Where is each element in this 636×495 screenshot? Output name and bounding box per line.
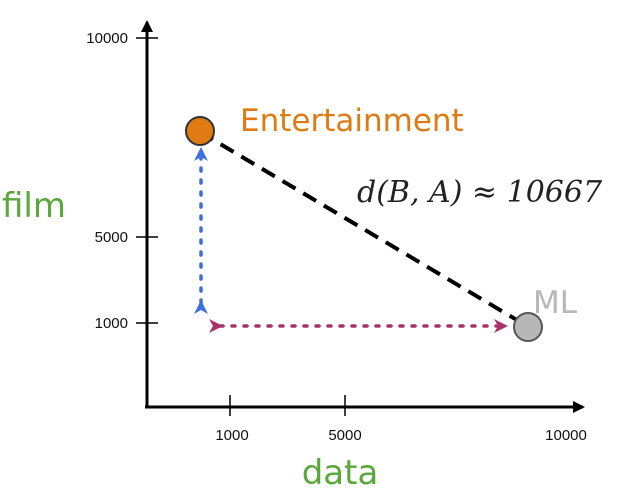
distance-formula: d(B, A) ≈ 10667 xyxy=(357,175,603,210)
y-axis-title: film xyxy=(2,186,66,226)
y-tick-label-10000: 10000 xyxy=(86,30,128,47)
point-ml xyxy=(513,312,543,342)
y-tick-label-1000: 1000 xyxy=(95,315,128,332)
point-entertainment xyxy=(185,116,215,146)
x-tick-label-10000: 10000 xyxy=(545,427,587,444)
y-tick-label-5000: 5000 xyxy=(95,229,128,246)
x-axis-title: data xyxy=(302,453,379,493)
x-tick-label-5000: 5000 xyxy=(328,427,361,444)
distance-line xyxy=(198,130,529,328)
label-entertainment: Entertainment xyxy=(240,103,464,139)
label-ml: ML xyxy=(533,285,578,321)
x-tick-label-1000: 1000 xyxy=(215,427,248,444)
